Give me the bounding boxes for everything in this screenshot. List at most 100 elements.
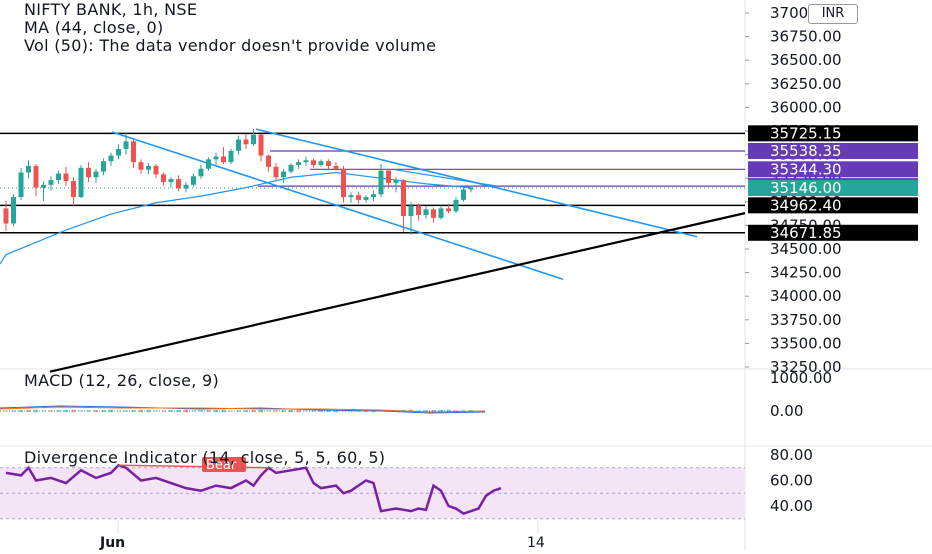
candle-body: [33, 165, 39, 188]
price-label-text: 35538.35: [770, 142, 842, 160]
macd-histogram-bar: [296, 409, 301, 413]
candle-body: [356, 195, 361, 200]
price-label-badge: [748, 224, 918, 241]
candle-body: [146, 165, 151, 170]
candle-body: [11, 197, 16, 224]
macd-histogram-bar: [214, 409, 218, 413]
price-tick-label: 33500.00: [770, 334, 842, 352]
candle-body: [101, 161, 106, 172]
macd-legend: MACD (12, 26, close, 9): [24, 371, 220, 390]
candle-body: [281, 171, 286, 178]
macd-histogram-bar: [349, 410, 353, 412]
candle-body: [333, 165, 339, 169]
macd-histogram-bar: [326, 409, 331, 413]
candle-body: [183, 184, 189, 189]
macd-histogram-bar: [146, 409, 151, 413]
divergence-tick-label: 40.00: [770, 497, 813, 515]
macd-histogram-bar: [439, 409, 443, 413]
macd-histogram-bar: [379, 410, 383, 412]
candle-body: [423, 209, 429, 216]
chart-title: NIFTY BANK, 1h, NSE: [24, 0, 198, 19]
macd-histogram-bar: [461, 410, 466, 412]
candle-body: [266, 155, 271, 167]
price-tick-label: 33250.00: [770, 358, 842, 376]
macd-histogram-bar: [266, 410, 271, 412]
macd-histogram-bar: [431, 410, 436, 412]
macd-histogram-bar: [41, 410, 46, 412]
candle-body: [416, 205, 421, 216]
macd-histogram-bar: [311, 410, 316, 412]
candle-body: [228, 150, 234, 163]
macd-tick-label: 0.00: [770, 402, 803, 420]
candle-body: [116, 148, 121, 156]
rising-trendline: [49, 212, 746, 373]
macd-histogram-bar: [101, 409, 106, 413]
candle-body: [258, 134, 264, 156]
candle-body: [251, 134, 256, 145]
candle-body: [371, 194, 376, 198]
macd-histogram-bar: [409, 409, 413, 413]
price-label-text: 35146.00: [770, 179, 842, 197]
candle-body: [56, 173, 61, 181]
macd-histogram-bar: [364, 409, 368, 413]
candle-body: [191, 176, 196, 185]
macd-signal-line: [0, 406, 486, 413]
candle-body: [48, 180, 54, 185]
candle-body: [176, 179, 181, 189]
candle-body: [326, 161, 331, 166]
candle-body: [243, 139, 249, 145]
macd-histogram-bar: [154, 410, 158, 412]
candle-body: [236, 139, 241, 151]
candle-body: [303, 160, 309, 163]
candle-body: [288, 164, 294, 172]
price-label-text: 34671.85: [770, 224, 842, 242]
currency-button[interactable]: INR: [808, 4, 858, 24]
price-label-badge: [748, 142, 918, 159]
candle-body: [401, 180, 406, 216]
macd-histogram-bar: [206, 410, 211, 412]
macd-histogram-bar: [56, 410, 61, 412]
candle-body: [273, 166, 279, 178]
candle-body: [461, 189, 466, 200]
macd-histogram-bar: [454, 410, 458, 412]
macd-histogram-bar: [371, 409, 376, 413]
macd-histogram-bar: [446, 409, 451, 413]
macd-histogram-bar: [401, 409, 406, 413]
bear-label-badge: [202, 457, 246, 472]
ma-legend: MA (44, close, 0): [24, 18, 164, 37]
macd-histogram-bar: [386, 410, 391, 412]
candle-body: [296, 162, 301, 165]
candle-body: [393, 180, 399, 183]
macd-tick-label: 1000.00: [770, 369, 832, 387]
price-tick-label: 36000.00: [770, 98, 842, 116]
price-tick-label: 34000.00: [770, 287, 842, 305]
macd-histogram-bar: [289, 409, 293, 413]
candle-body: [213, 156, 219, 160]
price-tick-label: 34250.00: [770, 264, 842, 282]
price-label-badge: [748, 197, 918, 214]
macd-histogram-bar: [19, 410, 23, 412]
price-tick-label: 34500.00: [770, 240, 842, 258]
channel-mid-line: [394, 169, 496, 187]
candle-body: [206, 159, 211, 169]
candle-body: [431, 209, 436, 218]
price-label-text: 34962.40: [770, 196, 842, 214]
price-tick-label: 33750.00: [770, 311, 842, 329]
macd-histogram-bar: [116, 410, 121, 412]
candle-body: [311, 160, 316, 165]
macd-histogram-bar: [274, 410, 278, 412]
candle-body: [386, 170, 391, 183]
candle-body: [93, 171, 99, 178]
macd-histogram-bar: [229, 410, 233, 412]
macd-histogram-bar: [334, 409, 338, 413]
candle-body: [78, 167, 84, 198]
macd-histogram-bar: [49, 410, 53, 412]
divergence-tick-label: 60.00: [770, 472, 813, 490]
channel-lower-line: [111, 131, 564, 280]
candle-body: [318, 161, 324, 165]
price-tick-label: 36750.00: [770, 28, 842, 46]
macd-histogram-bar: [34, 409, 38, 413]
candle-body: [26, 165, 31, 173]
macd-histogram-bar: [109, 409, 113, 413]
